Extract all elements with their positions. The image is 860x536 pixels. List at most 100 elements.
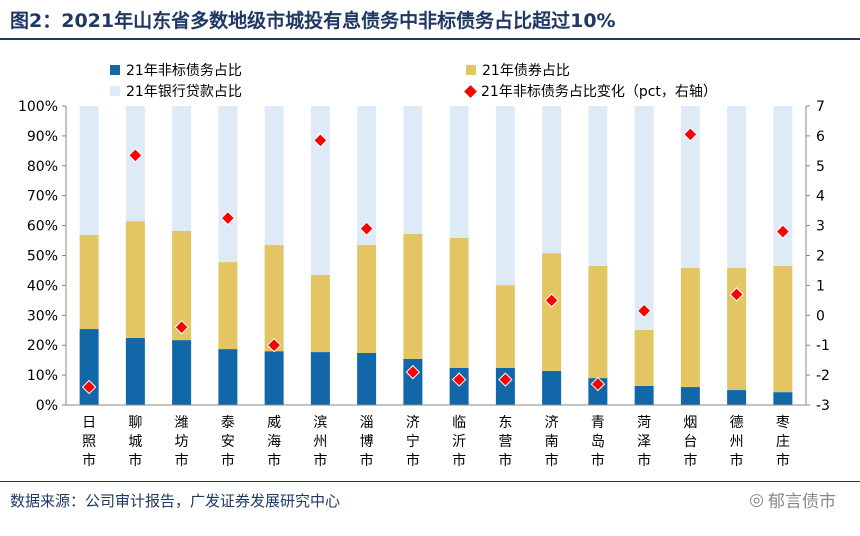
bar-segment [773,106,793,266]
chart-title: 图2：2021年山东省多数地级市城投有息债务中非标债务占比超过10% [10,10,616,32]
category-label: 市 [267,452,281,469]
bar-segment [310,352,330,405]
legend-swatch-bond [466,65,476,75]
category-label: 市 [360,452,374,469]
bar-segment [125,221,145,339]
right-axis-tick-label: -2 [816,368,830,384]
category-label: 德 [730,415,744,431]
bar-segment [680,387,700,405]
right-axis-tick-label: -3 [816,398,830,414]
legend-item-loan: 21年银行贷款占比 [110,81,242,101]
left-axis-tick-label: 20% [27,338,58,354]
bar-segment [542,370,562,405]
category-label: 威 [267,415,281,431]
legend-item-change: 21年非标债务占比变化（pct，右轴） [464,81,717,101]
category-label: 庄 [776,433,790,450]
bar-segment [495,106,515,286]
bar-segment [403,233,423,359]
left-axis-tick-label: 50% [27,249,58,265]
title-divider [0,38,860,40]
category-label: 市 [683,452,697,469]
bar-segment [172,340,192,405]
bar-segment [727,390,747,405]
legend-label: 21年银行贷款占比 [126,84,242,100]
category-label: 海 [267,434,281,450]
wechat-icon: ◎ [749,489,764,510]
change-marker [498,372,513,387]
footer-divider [0,481,860,482]
left-axis-tick-label: 90% [27,129,58,145]
category-label: 州 [313,434,327,450]
change-marker [174,320,189,335]
change-marker [775,224,791,239]
bar-segment [773,392,793,405]
category-label: 淄 [360,415,374,431]
legend-label: 21年非标债务占比变化（pct，右轴） [481,84,717,100]
category-label: 滨 [313,415,327,431]
change-marker [405,364,421,380]
category-label: 营 [498,434,512,450]
legend-item-bond: 21年债券占比 [466,60,570,80]
left-axis-tick-label: 40% [27,278,58,294]
left-axis-tick-label: 100% [18,99,58,115]
category-label: 菏 [637,415,651,431]
right-axis-tick-label: 0 [816,308,825,324]
change-marker [451,372,467,387]
change-marker [636,303,652,319]
category-label: 市 [637,452,651,469]
bar-segment [357,352,377,405]
category-label: 济 [406,415,420,431]
category-label: 宁 [406,433,420,450]
bar-segment [634,329,654,386]
legend-label: 21年非标债务占比 [126,63,242,79]
category-label: 安 [221,434,235,450]
bar-segment [264,245,284,352]
bar-segment [634,106,654,330]
category-label: 市 [591,452,605,469]
bar-segment [588,265,608,379]
bar-segment [449,106,469,238]
category-label: 泽 [637,434,651,450]
left-axis-tick-label: 70% [27,189,58,205]
bar-segment [449,237,469,368]
bar-segment [634,385,654,405]
category-label: 市 [175,452,189,469]
change-marker [590,376,606,392]
category-label: 青 [591,415,605,431]
bar-segment [218,262,238,350]
change-marker [220,210,236,226]
change-marker [544,293,559,308]
category-label: 坊 [175,434,189,450]
bar-segment [218,106,238,263]
category-label: 东 [498,415,512,431]
legend-item-nonstandard: 21年非标债务占比 [110,60,242,80]
legend-swatch-loan [110,86,120,96]
category-label: 市 [498,452,512,469]
category-label: 日 [82,415,96,431]
bar-segment [542,253,562,371]
category-label: 市 [545,452,559,469]
right-axis-tick-label: -1 [816,338,830,354]
change-marker [683,127,698,142]
category-label: 市 [82,452,96,469]
bar-segment [680,106,700,269]
category-label: 市 [221,452,235,469]
change-marker [729,287,744,302]
category-label: 州 [730,434,744,450]
wechat-logo: ◎ 郁言债市 [749,487,836,513]
change-marker [128,148,143,163]
bar-segment [172,230,192,341]
logo-text: 郁言债市 [768,492,836,512]
category-label: 博 [360,433,374,450]
right-axis-tick-label: 6 [816,129,825,145]
category-label: 台 [683,434,697,450]
bar-segment [264,106,284,246]
category-label: 市 [730,452,744,469]
category-label: 市 [452,452,466,469]
bar-segment [403,106,423,234]
category-label: 市 [128,452,142,469]
source-note: 数据来源：公司审计报告，广发证券发展研究中心 [10,492,341,510]
right-axis-tick-label: 2 [816,249,825,265]
left-axis-tick-label: 60% [27,219,58,235]
change-marker [266,337,282,353]
